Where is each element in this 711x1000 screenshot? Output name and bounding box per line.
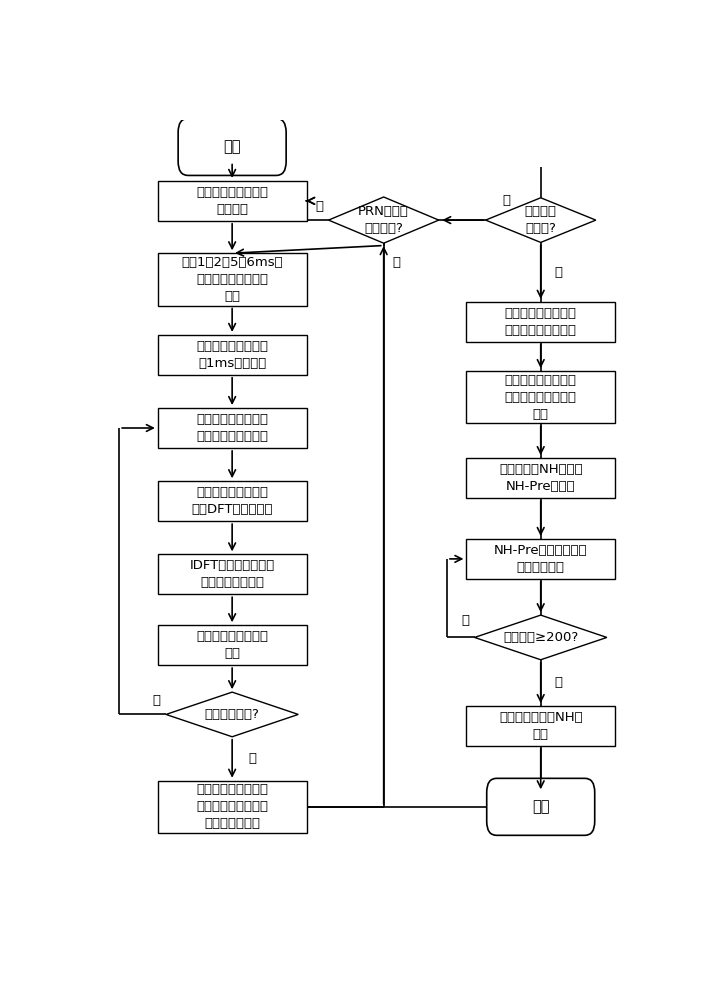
Text: 比值超过
门限值?: 比值超过 门限值? xyxy=(525,205,557,235)
Text: 产生本地载波，生成
同相和正交采样信号: 产生本地载波，生成 同相和正交采样信号 xyxy=(196,413,268,443)
Text: 是: 是 xyxy=(249,752,257,765)
Bar xyxy=(466,458,615,498)
Polygon shape xyxy=(475,615,606,660)
Bar xyxy=(158,781,306,833)
Text: 遍历得到四个通道的
峰值和对应频率内的
均值，计算比值: 遍历得到四个通道的 峰值和对应频率内的 均值，计算比值 xyxy=(196,783,268,830)
Text: 子帧同步，进行NH码
剥离: 子帧同步，进行NH码 剥离 xyxy=(499,711,582,741)
Text: 结束: 结束 xyxy=(532,799,550,814)
Polygon shape xyxy=(166,692,299,737)
Text: 产生本地扩频码并进
行1ms采样处理: 产生本地扩频码并进 行1ms采样处理 xyxy=(196,340,268,370)
Bar xyxy=(158,481,306,521)
FancyBboxPatch shape xyxy=(487,778,594,835)
FancyBboxPatch shape xyxy=(178,118,286,175)
Text: 信号、载波和测距码
进行DFT，频域相乘: 信号、载波和测距码 进行DFT，频域相乘 xyxy=(191,486,273,516)
Bar xyxy=(466,706,615,746)
Bar xyxy=(466,539,615,579)
Polygon shape xyxy=(328,197,439,243)
Bar xyxy=(158,554,306,594)
Text: 帧同步码和NH码生成
NH-Pre组合码: 帧同步码和NH码生成 NH-Pre组合码 xyxy=(499,463,582,493)
Bar xyxy=(158,335,306,375)
Bar xyxy=(466,371,615,423)
Bar xyxy=(158,253,306,306)
Text: 相关结果≥200?: 相关结果≥200? xyxy=(503,631,578,644)
Text: 是: 是 xyxy=(555,676,562,689)
Text: 否: 否 xyxy=(392,256,400,269)
Text: IDFT转换得到同相和
正交支路相关结果: IDFT转换得到同相和 正交支路相关结果 xyxy=(190,559,274,589)
Text: 比值最大通道进入步
长逐级递减的精捕获: 比值最大通道进入步 长逐级递减的精捕获 xyxy=(505,307,577,337)
Bar xyxy=(158,408,306,448)
Text: 北斗信号采集、下变
频、量化: 北斗信号采集、下变 频、量化 xyxy=(196,186,268,216)
Text: 否: 否 xyxy=(461,614,469,627)
Text: 否: 否 xyxy=(502,194,510,207)
Text: NH-Pre组合码与跟踪
结果进行相关: NH-Pre组合码与跟踪 结果进行相关 xyxy=(494,544,587,574)
Text: 得到精确的码相位和
载波频率，进入跟踪
环路: 得到精确的码相位和 载波频率，进入跟踪 环路 xyxy=(505,374,577,421)
Text: 否: 否 xyxy=(152,694,161,707)
Text: 取第1、2、5、6ms信
号分别进入四个粗捕
通道: 取第1、2、5、6ms信 号分别进入四个粗捕 通道 xyxy=(181,256,283,303)
Bar xyxy=(158,625,306,665)
Text: 开始: 开始 xyxy=(223,139,241,154)
Bar xyxy=(158,181,306,221)
Text: 相关结果进行非相干
累加: 相关结果进行非相干 累加 xyxy=(196,630,268,660)
Text: PRN测距码
遍历完成?: PRN测距码 遍历完成? xyxy=(358,205,409,235)
Text: 是: 是 xyxy=(315,200,323,213)
Text: 频率遍历完成?: 频率遍历完成? xyxy=(205,708,260,721)
Bar xyxy=(466,302,615,342)
Text: 是: 是 xyxy=(555,266,562,279)
Polygon shape xyxy=(486,198,596,242)
